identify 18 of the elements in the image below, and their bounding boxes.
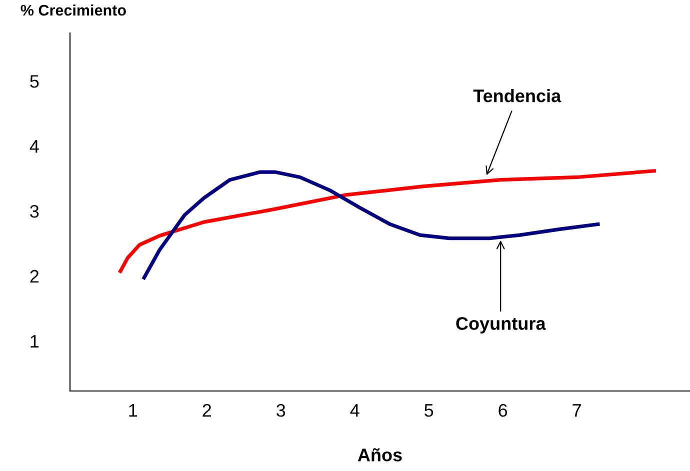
y-axis-title: % Crecimiento [20, 4, 126, 16]
x-tick-label: 1 [129, 404, 138, 417]
line-series [141, 170, 602, 282]
y-tick-label: 1 [30, 335, 39, 348]
annotation: Tendencia [473, 89, 562, 102]
annotation: Coyuntura [456, 317, 546, 334]
line-series [118, 168, 658, 275]
y-tick-label: 5 [30, 75, 39, 88]
y-tick-label: 2 [30, 270, 39, 283]
x-tick-label: 7 [572, 404, 581, 417]
x-tick-label: 5 [424, 404, 434, 417]
x-tick-label: 2 [202, 404, 211, 417]
y-tick-label: 3 [30, 204, 39, 218]
x-axis-title: Años [358, 448, 402, 462]
y-tick-label: 4 [30, 140, 39, 153]
x-tick-label: 3 [276, 404, 286, 417]
x-tick-label: 4 [350, 404, 360, 417]
x-tick-label: 6 [498, 404, 508, 417]
